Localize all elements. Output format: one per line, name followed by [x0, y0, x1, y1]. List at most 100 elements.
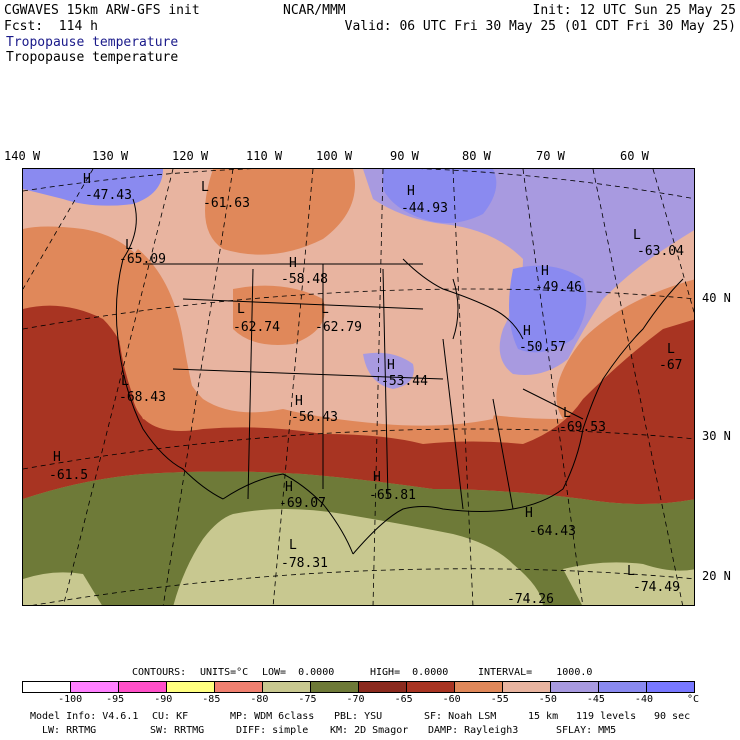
center-value: -56.43 — [291, 410, 338, 425]
center-value: -62.74 — [233, 320, 280, 335]
center-kind: L — [201, 180, 209, 195]
center-kind: H — [525, 506, 533, 521]
tropopause-temperature-map: H -47.43 L -61.63 H -44.93 L -63.04 L -6… — [22, 168, 695, 606]
pressure-center: L — [289, 539, 297, 552]
lat-label: 20 N — [702, 569, 731, 583]
pressure-center: H — [289, 257, 297, 270]
color-scale-label: -65 — [394, 694, 413, 705]
color-scale-label: -100 — [58, 694, 83, 705]
center-value: -58.48 — [281, 272, 328, 287]
color-swatch — [407, 682, 455, 692]
center-value: -53.44 — [381, 374, 428, 389]
km-scheme: KM: 2D Smagor — [330, 725, 409, 736]
center-value: -50.57 — [519, 340, 566, 355]
diffusion-scheme: DIFF: simple — [236, 725, 309, 736]
high-label: HIGH= 0.0000 — [370, 667, 449, 678]
init-time: Init: 12 UTC Sun 25 May 25 — [532, 3, 737, 18]
field-title-1: Tropopause temperature — [6, 35, 179, 50]
pressure-center: H — [83, 173, 91, 186]
center-kind: H — [387, 358, 395, 373]
color-swatch — [263, 682, 311, 692]
color-swatch — [647, 682, 694, 692]
center-value: -61.63 — [203, 196, 250, 211]
center-value: -65.81 — [369, 488, 416, 503]
pressure-center: H — [53, 451, 61, 464]
center-kind: H — [373, 470, 381, 485]
cumulus-scheme: CU: KF — [152, 711, 189, 722]
center-kind: L — [563, 406, 571, 421]
center-kind: H — [295, 394, 303, 409]
longwave-scheme: LW: RRTMG — [42, 725, 97, 736]
center-value: -63.04 — [637, 244, 684, 259]
surface-scheme: SF: Noah LSM — [424, 711, 497, 722]
color-swatch — [215, 682, 263, 692]
center-kind: H — [83, 172, 91, 187]
color-swatch — [167, 682, 215, 692]
pressure-center: H — [523, 325, 531, 338]
color-swatch — [311, 682, 359, 692]
center-value: -69.53 — [559, 420, 606, 435]
center-value: -68.43 — [119, 390, 166, 405]
pressure-center: L — [667, 343, 675, 356]
pressure-center: H — [541, 265, 549, 278]
color-swatch — [599, 682, 647, 692]
lon-label: 70 W — [536, 149, 565, 163]
center-value: -65.09 — [119, 252, 166, 267]
valid-time: Valid: 06 UTC Fri 30 May 25 (01 CDT Fri … — [344, 19, 736, 34]
pressure-center: L — [563, 407, 571, 420]
center-kind: H — [407, 184, 415, 199]
center-value: -47.43 — [85, 188, 132, 203]
center-kind: L — [627, 564, 635, 579]
color-scale-label: -85 — [202, 694, 221, 705]
center-kind: L — [125, 238, 133, 253]
color-scale-label: -45 — [586, 694, 605, 705]
center-kind: H — [523, 324, 531, 339]
lon-label: 100 W — [316, 149, 353, 163]
pressure-center: L — [125, 239, 133, 252]
center-value: -74.49 — [633, 580, 680, 595]
low-label: LOW= 0.0000 — [262, 667, 335, 678]
forecast-hour: Fcst: 114 h — [4, 19, 98, 34]
color-swatch — [551, 682, 599, 692]
center-kind: L — [633, 228, 641, 243]
pressure-center: L — [321, 303, 329, 316]
pressure-center: H — [295, 395, 303, 408]
center-value: -67 — [659, 358, 683, 373]
color-scale-label: -60 — [442, 694, 461, 705]
microphysics-scheme: MP: WDM 6class — [230, 711, 315, 722]
contours-label: CONTOURS: — [132, 667, 187, 678]
color-swatch — [23, 682, 71, 692]
pressure-center: L — [627, 565, 635, 578]
vertical-levels: 119 levels — [576, 711, 637, 722]
pressure-center: L — [201, 181, 209, 194]
color-scale-bar — [22, 681, 695, 693]
color-swatch — [119, 682, 167, 692]
model-info: Model Info: V4.6.1 — [30, 711, 139, 722]
center-value: -78.31 — [281, 556, 328, 571]
center-kind: H — [53, 450, 61, 465]
lon-label: 110 W — [246, 149, 283, 163]
model-title: CGWAVES 15km ARW-GFS init — [4, 3, 200, 18]
color-scale-label: °C — [687, 694, 700, 705]
center-kind: H — [289, 256, 297, 271]
lon-label: 90 W — [390, 149, 419, 163]
color-scale-label: -95 — [106, 694, 125, 705]
color-swatch — [359, 682, 407, 692]
lon-label: 60 W — [620, 149, 649, 163]
field-title-2: Tropopause temperature — [6, 50, 179, 65]
color-swatch — [503, 682, 551, 692]
organization: NCAR/MMM — [283, 3, 346, 18]
color-scale-label: -90 — [154, 694, 173, 705]
center-kind: H — [285, 480, 293, 495]
center-kind: L — [667, 342, 675, 357]
center-kind: L — [289, 538, 297, 553]
center-kind: L — [121, 374, 129, 389]
map-canvas — [23, 169, 694, 605]
color-scale-label: -80 — [250, 694, 269, 705]
surface-layer-scheme: SFLAY: MM5 — [556, 725, 617, 736]
center-value: -62.79 — [315, 320, 362, 335]
shortwave-scheme: SW: RRTMG — [150, 725, 205, 736]
center-value: -64.43 — [529, 524, 576, 539]
lon-label: 140 W — [4, 149, 41, 163]
color-swatch — [455, 682, 503, 692]
